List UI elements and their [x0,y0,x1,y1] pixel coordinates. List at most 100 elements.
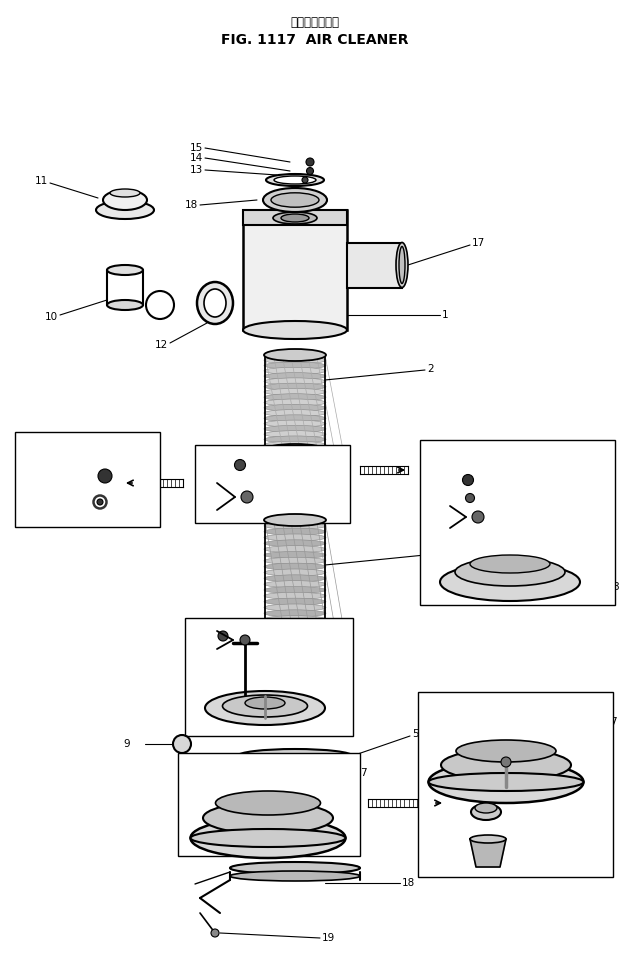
Text: 4: 4 [297,627,304,637]
Ellipse shape [264,367,326,374]
Ellipse shape [238,749,353,763]
Text: 連  番  号  第: 連 番 号 第 [500,447,530,453]
Ellipse shape [440,563,580,601]
Ellipse shape [173,735,191,753]
Ellipse shape [264,352,326,358]
Polygon shape [123,479,183,487]
Ellipse shape [243,321,347,339]
Text: 連  番  号  第: 連 番 号 第 [498,698,528,705]
Ellipse shape [264,619,326,631]
Text: Serial No. 141231-: Serial No. 141231- [54,449,120,455]
Ellipse shape [264,441,326,448]
Ellipse shape [205,691,325,725]
Bar [15,432,160,527]
Ellipse shape [264,426,326,432]
Ellipse shape [266,174,324,186]
Circle shape [472,511,484,523]
Ellipse shape [264,528,326,535]
Ellipse shape [264,534,326,541]
Text: 19: 19 [322,933,335,943]
Ellipse shape [264,581,326,587]
Text: エアークリーナ: エアークリーナ [290,16,340,28]
Text: 7: 7 [360,768,367,778]
Ellipse shape [110,189,140,197]
Ellipse shape [264,598,326,605]
Ellipse shape [264,378,326,385]
Circle shape [501,757,511,767]
Text: 15: 15 [190,143,203,153]
Ellipse shape [264,399,326,406]
Text: 12: 12 [155,340,168,350]
Text: 3: 3 [427,549,433,559]
Text: 2A: 2A [35,471,49,481]
Bar [243,210,347,225]
Ellipse shape [197,282,233,324]
Ellipse shape [203,802,333,834]
Ellipse shape [264,356,326,363]
Ellipse shape [96,201,154,219]
Text: 5: 5 [412,729,418,739]
Ellipse shape [264,516,326,523]
Circle shape [97,499,103,505]
Text: 5: 5 [335,646,341,656]
Circle shape [234,460,246,470]
Circle shape [98,469,112,483]
Ellipse shape [103,190,147,210]
Ellipse shape [264,383,326,391]
Ellipse shape [264,415,326,422]
Text: 14: 14 [190,153,203,163]
Ellipse shape [471,804,501,820]
Text: 13: 13 [190,165,203,175]
Ellipse shape [264,436,326,443]
Ellipse shape [230,871,360,881]
Ellipse shape [264,404,326,411]
Ellipse shape [273,212,317,224]
Ellipse shape [475,803,497,813]
Ellipse shape [93,496,106,508]
Ellipse shape [456,740,556,762]
Ellipse shape [245,697,285,709]
Text: 9A: 9A [540,850,554,860]
Ellipse shape [264,569,326,576]
Ellipse shape [264,563,326,570]
Text: 10: 10 [45,312,58,322]
Ellipse shape [264,616,326,622]
Ellipse shape [222,695,307,717]
Bar [243,210,347,330]
Text: FIG. 1117  AIR CLEANER: FIG. 1117 AIR CLEANER [221,33,409,47]
Ellipse shape [274,176,316,184]
Text: 18: 18 [185,200,198,210]
Bar [178,753,360,856]
Text: 9: 9 [123,739,130,749]
Ellipse shape [441,749,571,781]
Circle shape [218,631,228,641]
Ellipse shape [264,349,326,361]
Text: 8: 8 [335,713,341,723]
Ellipse shape [190,829,345,847]
Ellipse shape [264,604,326,611]
Circle shape [466,494,474,503]
Circle shape [240,635,250,645]
Ellipse shape [428,761,583,803]
Ellipse shape [281,214,309,222]
Ellipse shape [264,362,326,369]
Bar [347,243,402,288]
Ellipse shape [264,545,326,552]
Bar [185,618,353,736]
Text: 8: 8 [612,582,619,592]
Text: Serial No. 141231-: Serial No. 141231- [483,457,547,463]
Ellipse shape [264,540,326,546]
Text: 4B: 4B [522,473,536,483]
Ellipse shape [264,444,326,456]
Polygon shape [368,799,445,807]
Ellipse shape [264,514,326,526]
Text: 17: 17 [472,238,485,248]
Text: 18: 18 [402,878,415,888]
Ellipse shape [264,409,326,417]
Ellipse shape [264,393,326,400]
Text: 連  番  号  第: 連 番 号 第 [72,438,102,445]
Text: 2B: 2B [35,497,49,507]
Ellipse shape [470,555,550,573]
Circle shape [307,168,314,174]
Text: Serial No. 141231-: Serial No. 141231- [481,709,546,715]
